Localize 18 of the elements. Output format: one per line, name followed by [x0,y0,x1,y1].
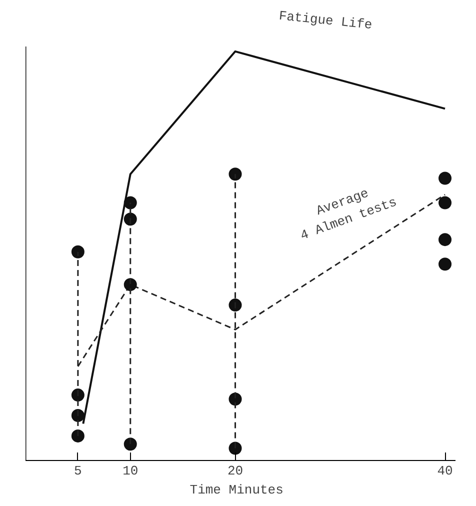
point [124,212,137,226]
x-tick-label: 40 [437,464,453,478]
point [124,438,137,451]
point [71,245,84,258]
point [438,233,452,246]
x-tick-label: 20 [227,464,244,478]
point [71,388,84,402]
point [124,196,137,210]
x-tick-label: 5 [74,464,82,478]
point [438,172,452,185]
point [438,258,452,271]
point [71,429,84,442]
point [228,442,242,455]
point [438,196,452,210]
x-tick-label: 10 [122,464,138,478]
x-axis-title: Time Minutes [190,482,284,498]
point [228,298,242,312]
point [228,168,242,181]
